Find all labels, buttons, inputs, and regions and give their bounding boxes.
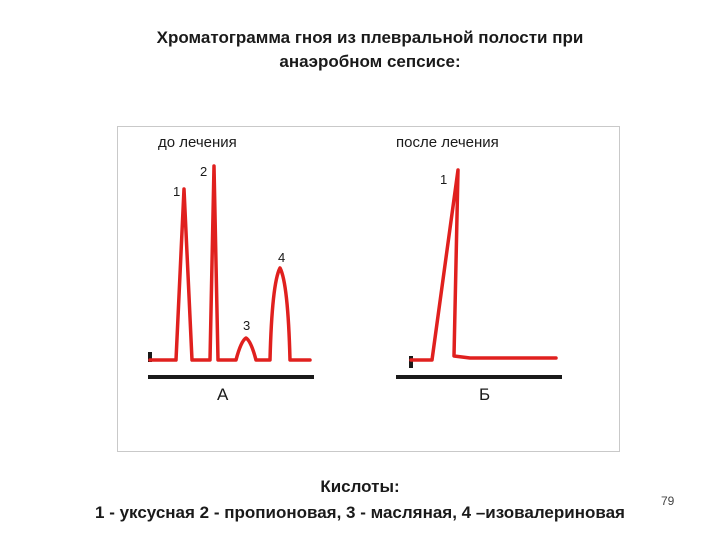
peak-label-after-1: 1: [440, 172, 447, 187]
axis-letter-after: Б: [479, 385, 490, 404]
peak-label-before-2: 2: [200, 164, 207, 179]
title-line-2: анаэробном сепсисе:: [279, 52, 461, 71]
peak-label-before-1: 1: [173, 184, 180, 199]
slide-title: Хроматограмма гноя из плевральной полост…: [90, 26, 650, 74]
peak-label-before-3: 3: [243, 318, 250, 333]
panel-label-before: до лечения: [158, 134, 237, 151]
legend-heading: Кислоты:: [320, 477, 400, 496]
axis-letter-before: А: [217, 385, 229, 404]
trace-before: [148, 164, 312, 362]
acids-legend: Кислоты: 1 - уксусная 2 - пропионовая, 3…: [0, 474, 720, 526]
legend-items: 1 - уксусная 2 - пропионовая, 3 - маслян…: [95, 503, 625, 522]
page-number: 79: [661, 494, 675, 508]
chromatogram-frame: [117, 126, 620, 452]
trace-after: [409, 168, 558, 362]
title-line-1: Хроматограмма гноя из плевральной полост…: [156, 28, 584, 47]
panel-label-after: после лечения: [396, 134, 499, 151]
peak-label-before-4: 4: [278, 250, 285, 265]
